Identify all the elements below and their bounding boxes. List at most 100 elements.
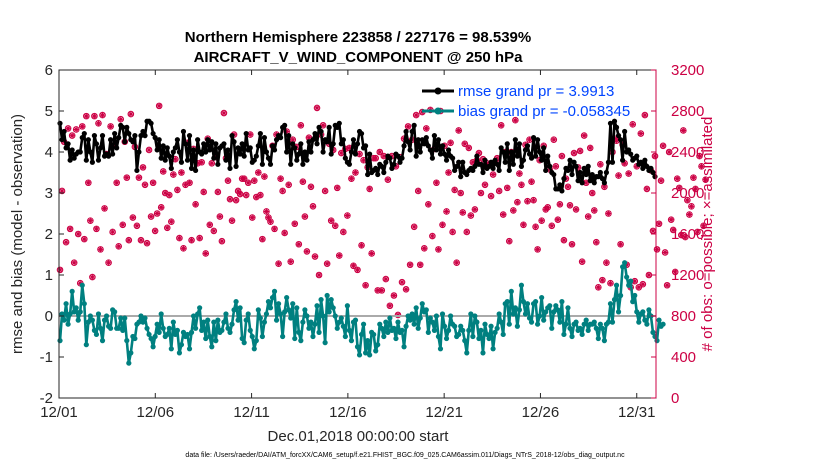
rmse-point — [352, 151, 359, 157]
y-right-tick-label: 2000 — [671, 185, 704, 202]
obs-assimilated-point — [360, 157, 367, 163]
rmse-point — [532, 153, 539, 159]
bias-point — [164, 331, 170, 338]
rmse-point — [334, 124, 340, 130]
bias-point — [148, 335, 154, 342]
obs-assimilated-point — [597, 161, 604, 168]
obs-assimilated-point — [472, 206, 478, 213]
rmse-point — [541, 145, 547, 151]
rmse-point — [557, 182, 563, 188]
bias-point — [472, 313, 478, 319]
bias-point — [241, 340, 247, 346]
rmse-point — [259, 161, 265, 167]
rmse-point — [397, 159, 403, 165]
bias-point — [595, 335, 601, 342]
rmse-point — [294, 157, 300, 163]
rmse-point — [312, 130, 318, 137]
bias-point — [646, 307, 652, 313]
rmse-point — [494, 161, 500, 167]
rmse-point — [176, 149, 183, 155]
bias-point — [429, 319, 435, 325]
bias-point — [478, 327, 484, 333]
rmse-point — [136, 149, 142, 155]
rmse-point — [306, 139, 312, 145]
rmse-point — [405, 139, 411, 145]
obs-assimilated-point — [324, 260, 330, 267]
obs-assimilated-point — [415, 188, 422, 194]
rmse-point — [555, 186, 561, 192]
rmse-point — [140, 128, 146, 135]
obs-assimilated-point — [615, 172, 622, 179]
obs-assimilated-point — [91, 113, 98, 119]
bias-point — [257, 315, 263, 321]
bias-point — [245, 311, 251, 317]
obs-assimilated-point — [285, 182, 292, 188]
rmse-point — [308, 149, 314, 155]
obs-assimilated-point — [344, 212, 351, 219]
rmse-point — [498, 145, 504, 151]
obs-assimilated-point — [235, 188, 241, 194]
obs-assimilated-point — [227, 196, 233, 202]
bias-point — [235, 317, 241, 323]
bias-point — [482, 321, 488, 327]
bias-point — [508, 288, 514, 294]
obs-assimilated-point — [468, 212, 474, 219]
obs-assimilated-point — [354, 267, 361, 273]
bias-layer — [57, 260, 666, 366]
rmse-point — [611, 118, 618, 124]
obs-assimilated-point — [219, 238, 225, 244]
bias-point — [417, 315, 423, 321]
bias-point — [284, 294, 290, 301]
bias-point — [431, 327, 438, 333]
bias-point — [233, 299, 239, 305]
obs-assimilated-point — [516, 170, 523, 177]
rmse-point — [387, 155, 393, 161]
rmse-point — [215, 161, 221, 167]
rmse-point — [587, 178, 593, 184]
obs-assimilated-point — [267, 218, 274, 225]
obs-assimilated-point — [601, 184, 608, 190]
bias-point — [336, 319, 342, 325]
bias-point — [371, 331, 377, 338]
obs-assimilated-point — [263, 208, 270, 215]
obs-assimilated-point — [455, 127, 462, 134]
bias-point — [609, 319, 616, 325]
bias-point — [320, 313, 326, 319]
obs-assimilated-point — [241, 175, 247, 182]
obs-assimilated-point — [461, 141, 468, 147]
rmse-point — [130, 139, 136, 145]
obs-assimilated-point — [605, 210, 612, 217]
rmse-point — [97, 145, 104, 151]
obs-assimilated-point — [532, 224, 539, 230]
bias-point — [310, 333, 316, 340]
rmse-point — [116, 135, 122, 141]
rmse-point — [138, 133, 144, 139]
bias-point — [433, 313, 440, 319]
bias-point — [65, 321, 71, 327]
bias-point — [211, 319, 217, 325]
y-right-tick-label: 2400 — [671, 144, 704, 161]
rmse-point — [79, 135, 85, 141]
rmse-point — [652, 174, 658, 180]
bias-point — [405, 313, 411, 319]
obs-assimilated-point — [666, 149, 672, 155]
bias-point — [553, 303, 559, 309]
bias-point — [122, 315, 128, 321]
legend-bias-marker — [434, 107, 442, 115]
bias-point — [642, 317, 648, 323]
obs-assimilated-point — [148, 213, 154, 220]
obs-assimilated-point — [686, 211, 693, 218]
rmse-point — [437, 151, 444, 157]
rmse-point — [383, 159, 389, 165]
bias-point — [561, 331, 567, 338]
bias-point — [91, 327, 98, 333]
rmse-point — [99, 133, 106, 139]
obs-assimilated-point — [642, 112, 648, 118]
rmse-point — [474, 153, 480, 159]
bias-point — [512, 305, 518, 311]
rmse-point — [445, 147, 452, 153]
bias-point — [628, 278, 634, 284]
obs-assimilated-point — [694, 229, 701, 235]
rmse-point — [318, 128, 324, 135]
bias-point — [541, 317, 547, 323]
